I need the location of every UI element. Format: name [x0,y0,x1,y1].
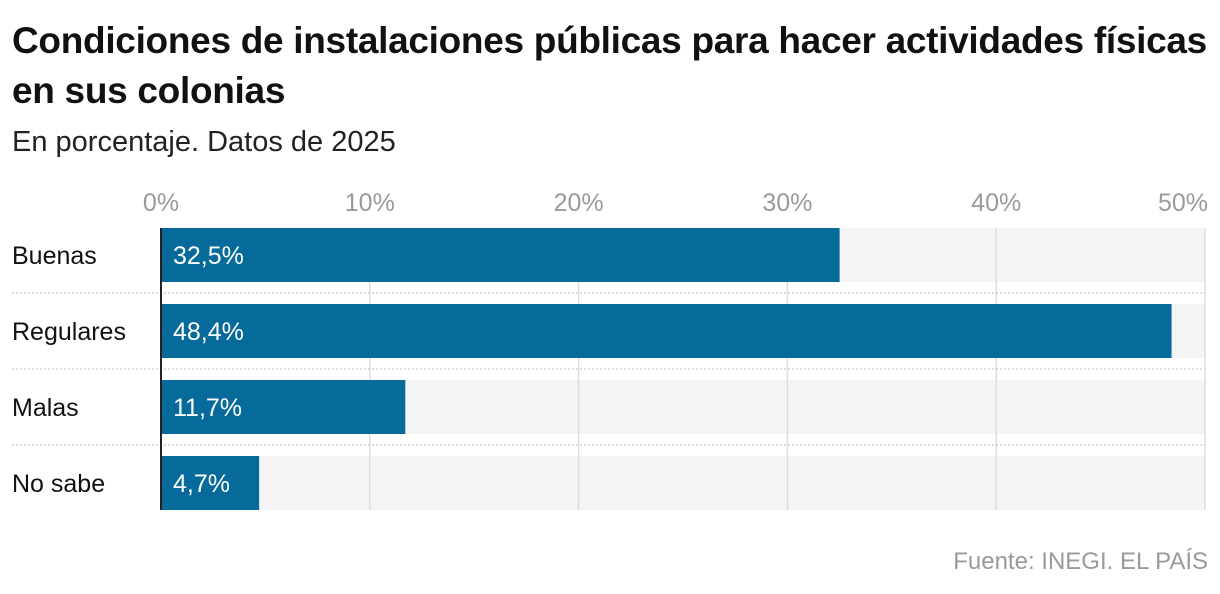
tick-label: 30% [762,189,812,217]
tick-label: 50% [1158,189,1208,217]
chart-title: Condiciones de instalaciones públicas pa… [12,20,1207,111]
tick-label: 0% [143,189,179,217]
data-label: 48,4% [173,318,244,346]
tick-label: 40% [971,189,1021,217]
category-label: Regulares [12,318,126,346]
category-label: Buenas [12,242,97,270]
category-label: Malas [12,394,79,422]
bar [161,304,1172,358]
bar-track [161,456,1205,510]
bar [161,228,840,282]
data-label: 32,5% [173,242,244,270]
bar [161,456,260,510]
chart-subtitle: En porcentaje. Datos de 2025 [12,126,396,158]
tick-label: 10% [345,189,395,217]
source-note: Fuente: INEGI. EL PAÍS [953,548,1208,575]
data-label: 4,7% [173,470,230,498]
tick-label: 20% [554,189,604,217]
category-label: No sabe [12,470,105,498]
bar [161,380,406,434]
data-label: 11,7% [173,394,242,422]
